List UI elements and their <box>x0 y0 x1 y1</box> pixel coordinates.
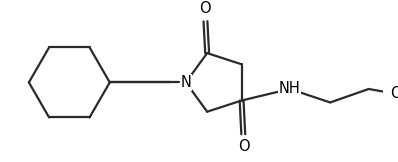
Text: O: O <box>390 86 398 101</box>
Text: N: N <box>180 75 191 90</box>
Text: O: O <box>199 1 211 16</box>
Text: NH: NH <box>279 81 300 96</box>
Text: O: O <box>238 139 249 154</box>
